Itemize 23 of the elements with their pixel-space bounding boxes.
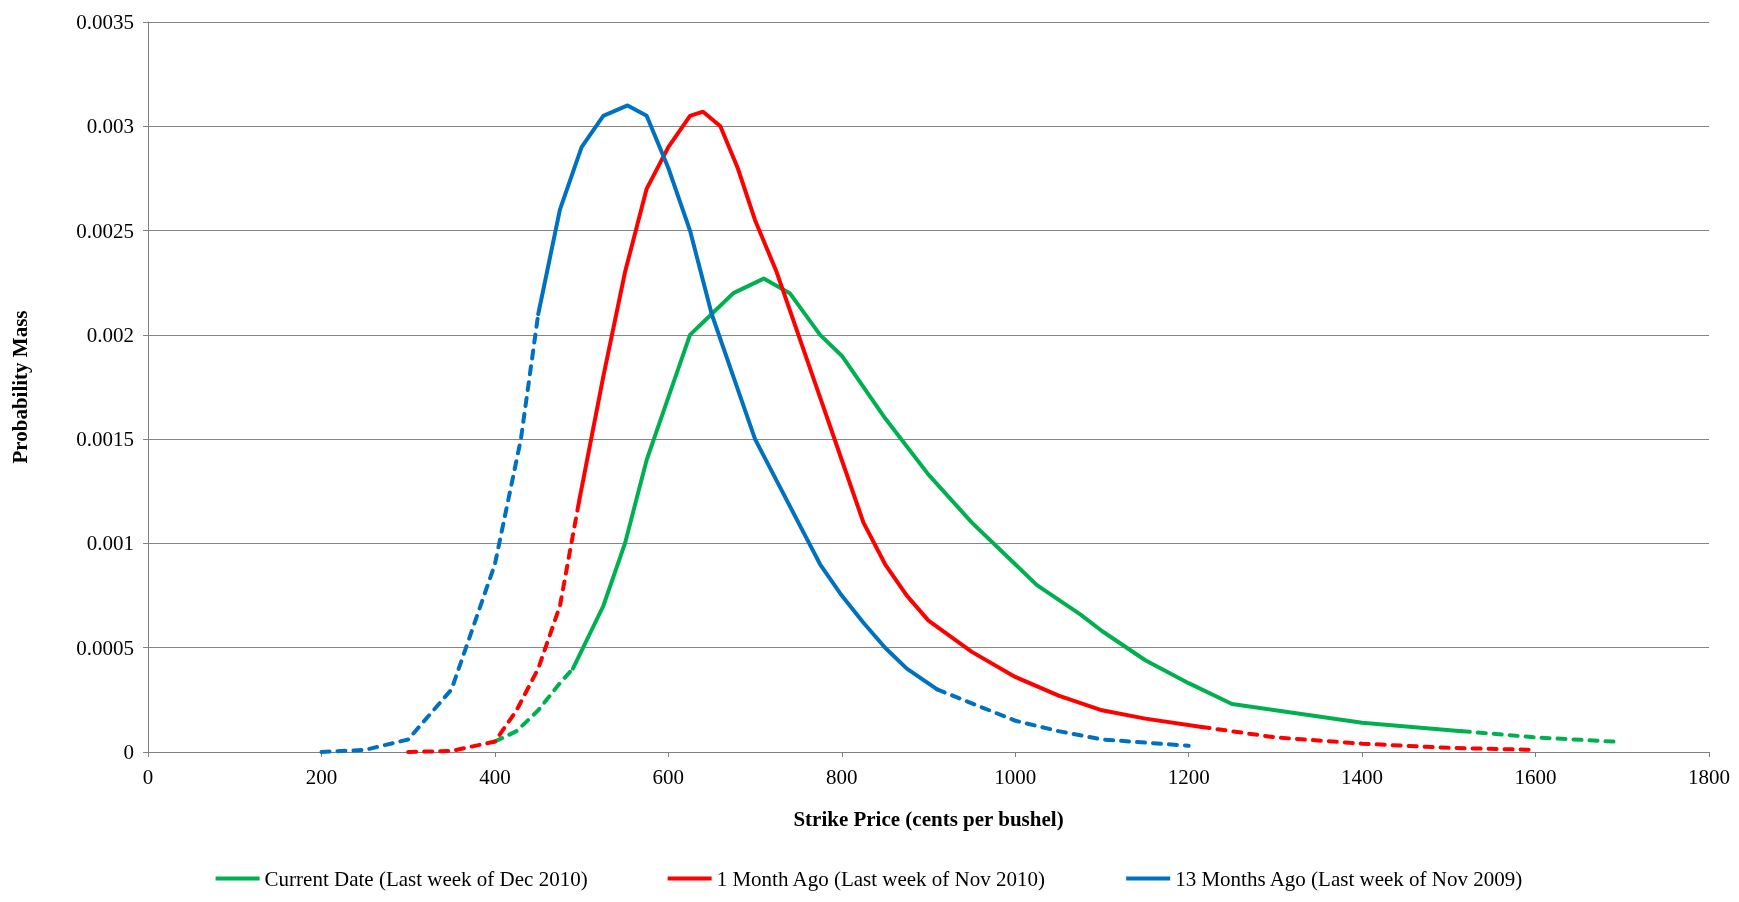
x-axis-title: Strike Price (cents per bushel)	[793, 806, 1064, 831]
y-tick-label: 0.0035	[76, 10, 134, 34]
legend-label: 13 Months Ago (Last week of Nov 2009)	[1175, 866, 1523, 891]
legend-label: Current Date (Last week of Dec 2010)	[264, 866, 588, 891]
y-tick-label: 0.0025	[76, 218, 134, 243]
y-tick-label: 0.0015	[76, 427, 134, 452]
x-tick-label: 0	[142, 764, 154, 789]
y-tick-label: 0.0005	[76, 635, 134, 660]
x-tick-label: 200	[305, 764, 338, 789]
legend-label: 1 Month Ago (Last week of Nov 2010)	[716, 866, 1046, 891]
x-tick-label: 400	[479, 764, 511, 789]
y-tick-label: 0.003	[86, 114, 134, 139]
y-tick-label: 0	[123, 740, 134, 764]
x-tick-label: 1400	[1341, 764, 1384, 789]
x-tick-label: 800	[826, 764, 858, 789]
x-tick-label: 600	[652, 764, 685, 789]
y-axis-title: Probability Mass	[7, 310, 32, 464]
y-tick-label: 0.002	[86, 322, 134, 347]
x-tick-label: 1600	[1514, 764, 1557, 789]
y-tick-label: 0.001	[86, 531, 134, 556]
x-tick-label: 1000	[994, 764, 1037, 789]
x-tick-label: 1800	[1688, 764, 1730, 789]
x-tick-label: 1200	[1167, 764, 1210, 789]
